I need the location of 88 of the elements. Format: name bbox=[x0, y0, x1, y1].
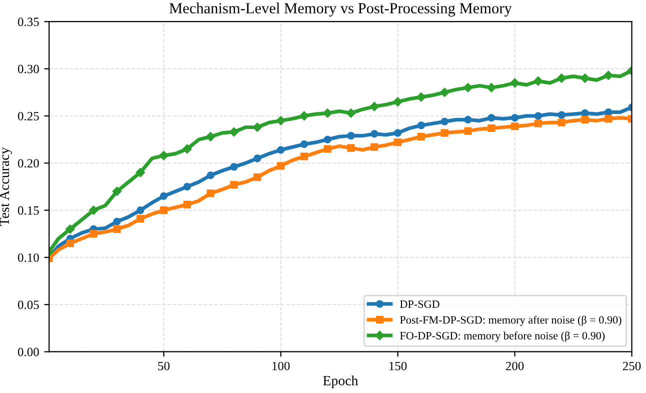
point bbox=[206, 132, 216, 142]
point bbox=[604, 70, 614, 80]
point bbox=[534, 120, 542, 128]
point bbox=[370, 143, 378, 151]
point bbox=[230, 180, 238, 189]
y-tick-label: 0.05 bbox=[18, 300, 39, 310]
point bbox=[581, 109, 589, 117]
point bbox=[393, 97, 402, 106]
point bbox=[300, 111, 309, 121]
point bbox=[417, 132, 425, 141]
point bbox=[347, 132, 355, 140]
point bbox=[604, 108, 612, 116]
point bbox=[556, 74, 566, 83]
point bbox=[416, 92, 426, 102]
point bbox=[183, 182, 191, 190]
x-axis-title: Epoch bbox=[323, 376, 358, 388]
point bbox=[440, 88, 450, 97]
point bbox=[534, 112, 542, 120]
point bbox=[229, 127, 239, 137]
point bbox=[300, 140, 308, 148]
point bbox=[66, 239, 74, 248]
point bbox=[160, 206, 168, 214]
point bbox=[394, 129, 402, 137]
point bbox=[394, 138, 402, 146]
point bbox=[370, 130, 378, 138]
point bbox=[370, 102, 379, 112]
y-tick-label: 0.25 bbox=[18, 112, 39, 120]
y-tick-label: 0.35 bbox=[18, 18, 39, 26]
point bbox=[136, 168, 145, 178]
point bbox=[322, 108, 332, 118]
point bbox=[510, 114, 519, 122]
point bbox=[464, 116, 472, 124]
x-tick-label: 250 bbox=[622, 362, 641, 370]
point bbox=[113, 218, 121, 226]
point bbox=[276, 116, 286, 126]
point bbox=[510, 78, 520, 88]
point bbox=[90, 230, 98, 238]
point bbox=[276, 146, 285, 154]
point bbox=[463, 83, 473, 92]
chart-title: Mechanism-Level Memory vs Post-Processing Memory bbox=[169, 2, 512, 17]
y-tick-label: 0.15 bbox=[18, 206, 39, 215]
x-tick-label: 100 bbox=[272, 362, 290, 370]
point bbox=[112, 186, 122, 196]
x-tick-label: 150 bbox=[390, 362, 407, 370]
point bbox=[136, 214, 144, 223]
point bbox=[206, 172, 214, 180]
y-tick-label: 0.30 bbox=[18, 64, 39, 74]
y-tick-label: 0.00 bbox=[18, 348, 39, 356]
point bbox=[534, 76, 543, 86]
point bbox=[440, 129, 448, 137]
point bbox=[510, 122, 519, 130]
point bbox=[324, 145, 332, 153]
point bbox=[488, 114, 496, 122]
point bbox=[464, 127, 472, 135]
x-tick-label: 50 bbox=[158, 362, 170, 370]
point bbox=[254, 154, 262, 162]
y-axis-title: Test Accuracy bbox=[0, 147, 12, 226]
point bbox=[324, 136, 332, 144]
point bbox=[206, 189, 214, 198]
x-tick-label: 200 bbox=[506, 362, 524, 370]
legend-label: DP-SGD bbox=[400, 300, 440, 308]
legend-label: Post-FM-DP-SGD: memory after noise (β = 0.90) bbox=[400, 316, 622, 326]
point bbox=[558, 118, 566, 126]
point bbox=[182, 144, 192, 154]
point bbox=[486, 83, 496, 92]
point bbox=[183, 200, 191, 208]
point bbox=[581, 116, 589, 124]
point bbox=[276, 162, 285, 170]
point bbox=[136, 206, 144, 214]
point bbox=[488, 124, 496, 132]
point bbox=[558, 111, 566, 119]
point bbox=[160, 192, 168, 200]
point bbox=[300, 152, 308, 160]
y-tick-label: 0.10 bbox=[18, 253, 39, 262]
point bbox=[580, 74, 590, 83]
point bbox=[254, 173, 262, 182]
point bbox=[113, 225, 121, 233]
y-tick-label: 0.20 bbox=[18, 159, 39, 168]
point bbox=[440, 118, 448, 126]
point bbox=[159, 150, 168, 160]
point bbox=[230, 163, 238, 171]
point bbox=[417, 122, 425, 130]
point bbox=[88, 206, 98, 215]
point bbox=[346, 108, 356, 118]
point bbox=[66, 224, 75, 234]
point bbox=[604, 114, 612, 123]
point bbox=[347, 144, 355, 152]
legend-label: FO-DP-SGD: memory before noise (β = 0.90) bbox=[400, 332, 605, 342]
